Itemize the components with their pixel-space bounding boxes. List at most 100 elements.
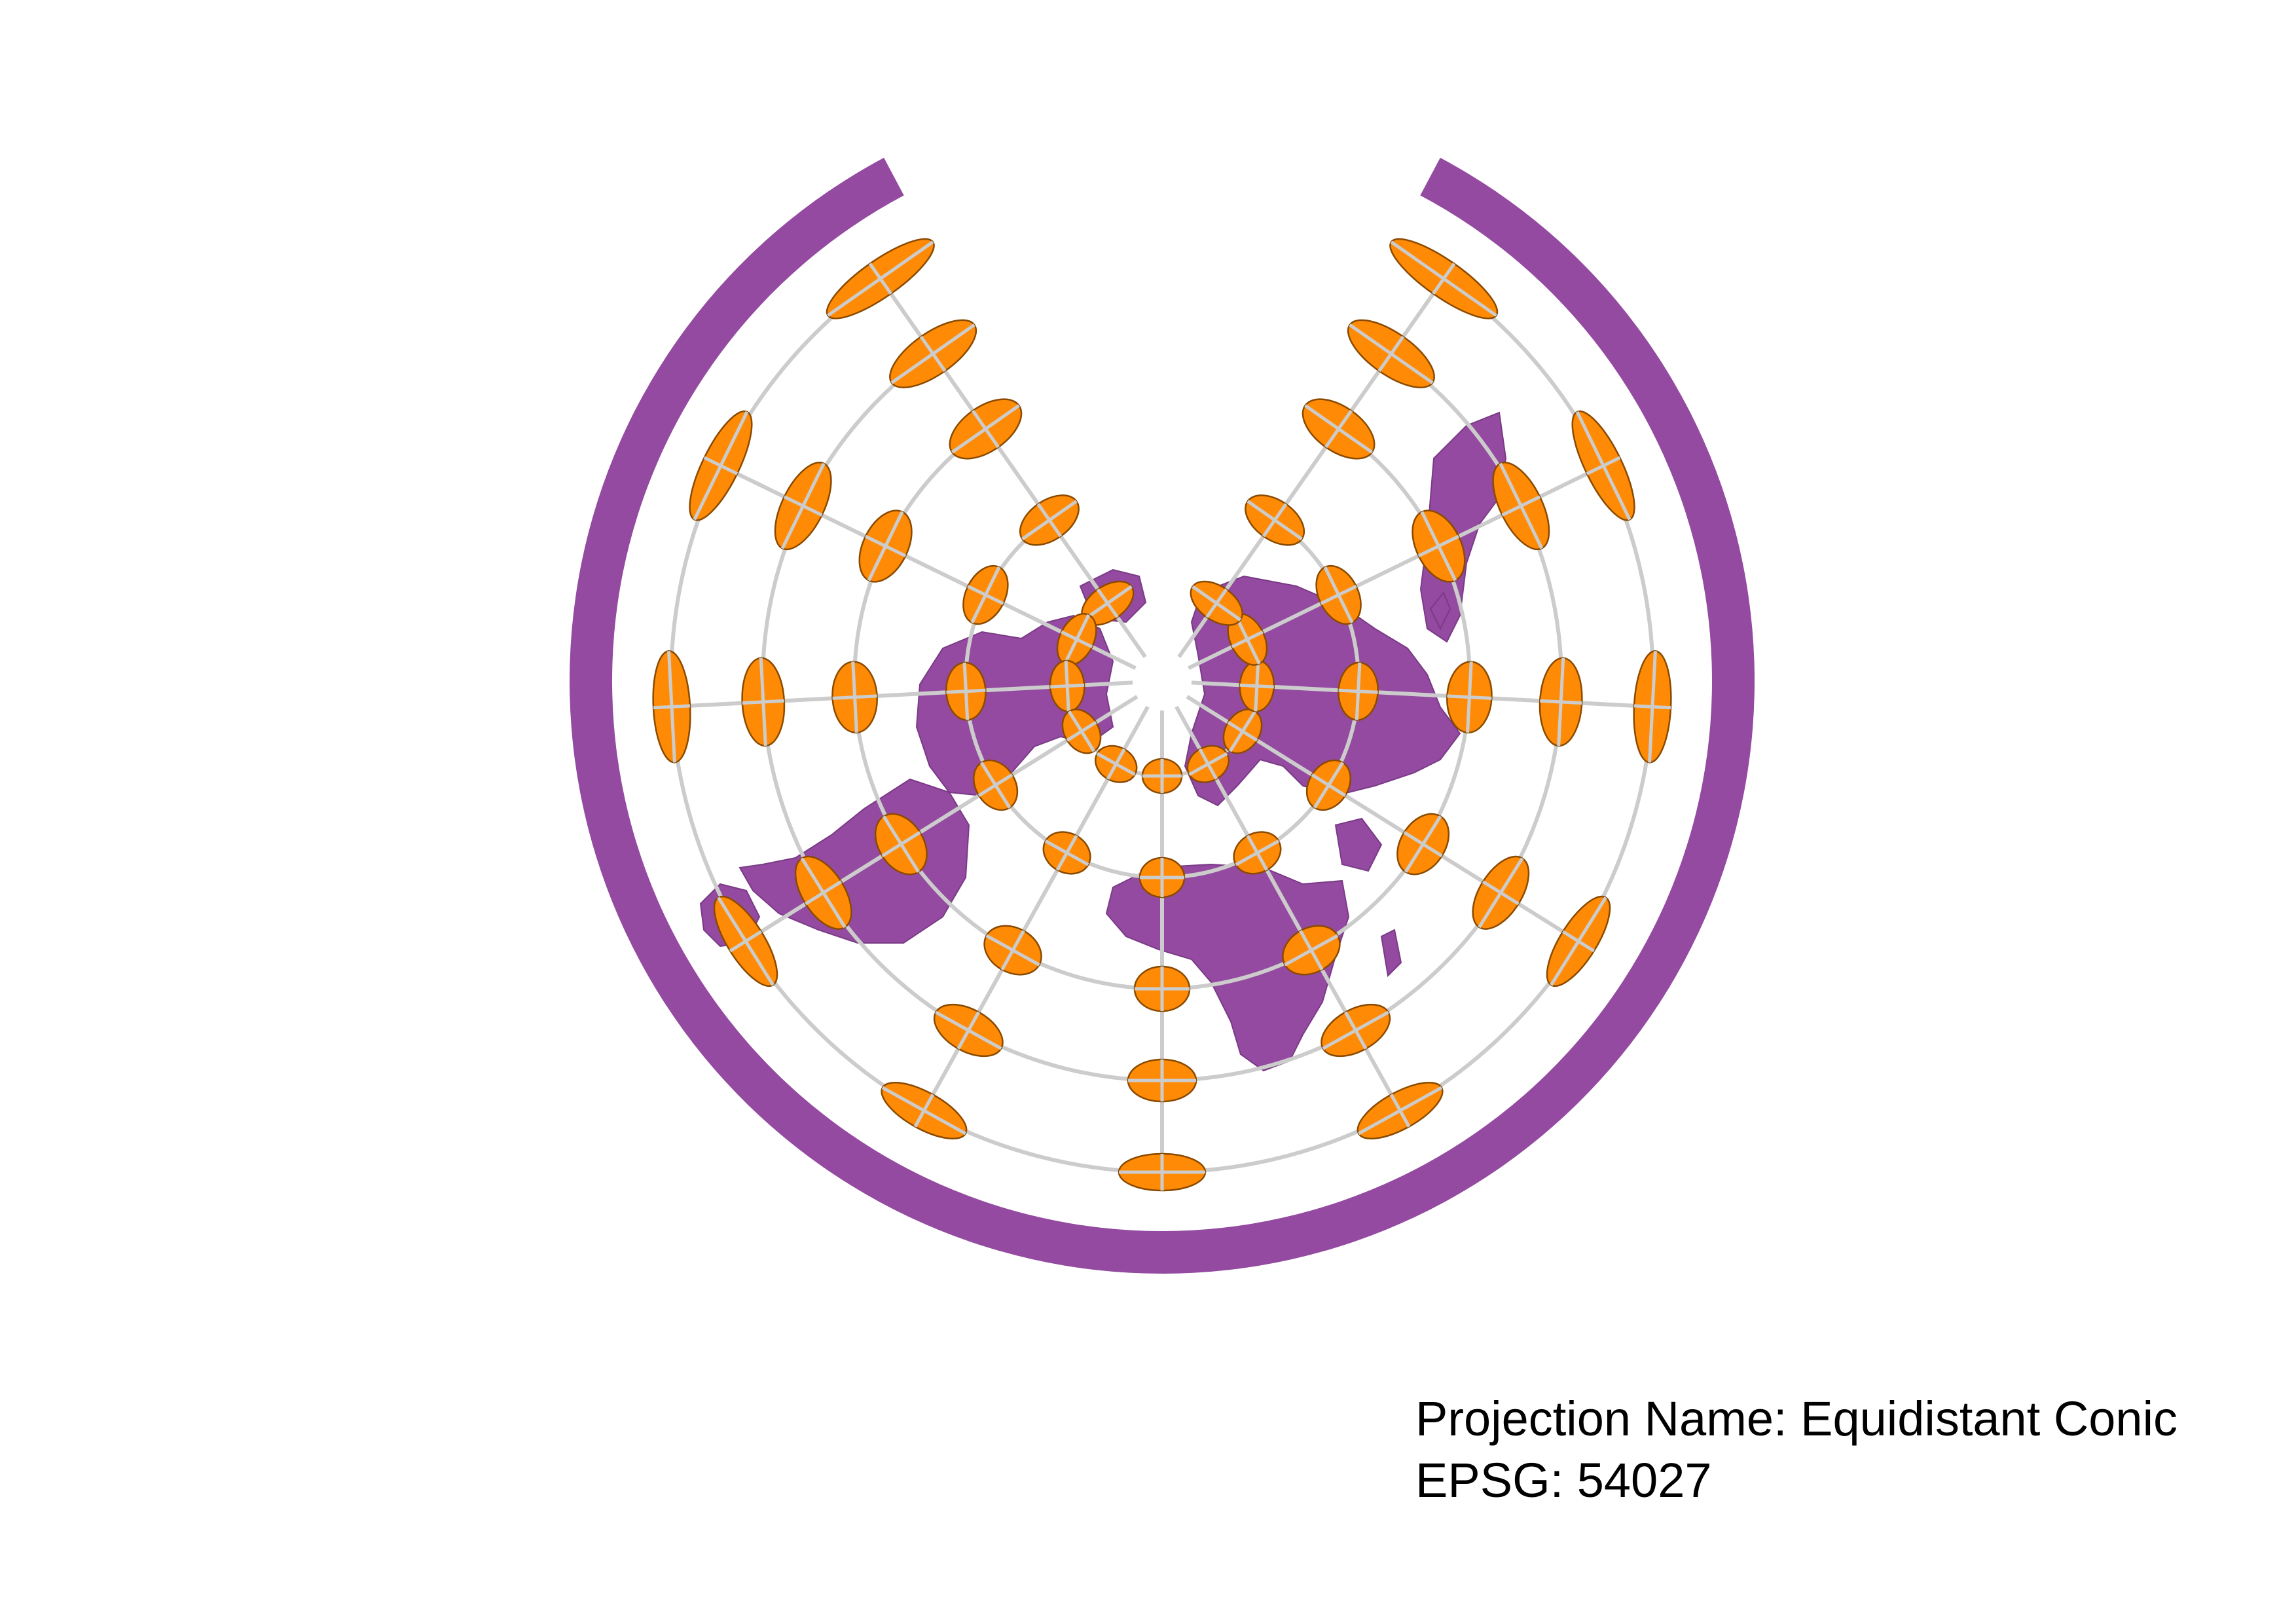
indicatrix-axis-meridian — [1324, 409, 1353, 449]
graticule-layer — [669, 277, 1655, 1174]
tissot-indicatrix — [1633, 650, 1672, 764]
indicatrix-axis-meridian — [1106, 748, 1126, 780]
tissot-indicatrix — [1321, 1003, 1391, 1058]
indicatrix-axis-meridian — [1246, 834, 1269, 871]
indicatrix-axis-meridian — [703, 456, 738, 475]
tissot-indicatrix — [1546, 895, 1611, 987]
tissot-indicatrix — [1019, 494, 1080, 546]
tissot-indicatrix — [983, 925, 1042, 976]
indicatrix-axis-meridian — [1389, 1094, 1411, 1128]
japan-shape — [1429, 591, 1451, 631]
indicatrix-axis-meridian — [1561, 930, 1595, 953]
madagascar-shape — [1380, 929, 1402, 978]
tissot-indicatrix — [794, 855, 852, 930]
projection-name-label: Projection Name: Equidistant Conic — [1415, 1392, 2178, 1446]
tissot-indicatrix — [1127, 1058, 1197, 1103]
indicatrix-axis-meridian — [1482, 880, 1520, 906]
tissot-indicatrix — [1239, 659, 1275, 712]
indicatrix-axis-meridian — [1377, 335, 1405, 372]
tissot-indicatrix — [1245, 494, 1305, 546]
tissot-indicatrix — [1233, 831, 1282, 875]
tissot-indicatrix — [1472, 855, 1530, 930]
indicatrix-axis-meridian — [1227, 720, 1258, 742]
tissot-indicatrix — [1446, 661, 1493, 733]
land-layer — [569, 157, 1755, 1274]
indicatrix-axis-meridian — [977, 773, 1013, 798]
tissot-indicatrix — [858, 509, 913, 583]
tissot-indicatrix — [1338, 661, 1379, 721]
tissot-indicatrix — [1282, 925, 1341, 976]
indicatrix-axis-meridian — [1066, 720, 1097, 742]
indicatrix-axis-meridian — [1096, 588, 1119, 618]
tissot-indicatrix — [689, 410, 753, 521]
indicatrix-axis-meridian — [913, 1094, 935, 1128]
indicatrix-axis-meridian — [1061, 630, 1093, 649]
south-america-shape — [738, 778, 970, 944]
indicatrix-axis-meridian — [1050, 683, 1085, 689]
indicatrix-axis-meridian — [1338, 688, 1378, 694]
tissot-indicatrix — [1139, 857, 1186, 898]
tissot-indicatrix — [826, 238, 935, 320]
east-asia-shape — [1419, 411, 1507, 643]
tissot-indicatrix — [949, 398, 1023, 460]
indicatrix-axis-meridian — [1055, 834, 1078, 871]
tissot-indicatrix — [1492, 462, 1550, 551]
indicatrix-axis-meridian — [864, 534, 907, 558]
tissot-indicatrix — [1190, 580, 1243, 626]
indicatrix-axis-meridian — [1239, 683, 1274, 689]
indicatrix-axis-meridian — [881, 830, 921, 858]
tissot-indicatrix — [741, 657, 786, 747]
tissot-indicatrix — [1095, 745, 1138, 783]
tissot-indicatrix — [1571, 410, 1635, 521]
indicatrix-axis-meridian — [1000, 930, 1025, 971]
indicatrix-axis-meridian — [729, 930, 763, 953]
tissot-indicatrix — [1227, 613, 1268, 666]
tissot-indicatrix — [1186, 745, 1230, 783]
tissot-indicatrix — [1539, 657, 1583, 747]
tissot-indicatrix — [713, 895, 778, 987]
indicatrix-axis-meridian — [1586, 456, 1621, 475]
tissot-indicatrix — [1396, 813, 1450, 876]
indicatrix-axis-meridian — [1633, 704, 1671, 710]
map-caption: Projection Name: Equidistant Conic EPSG:… — [1415, 1388, 2178, 1511]
tissot-indicatrix — [1061, 709, 1102, 754]
tissot-indicatrix — [889, 319, 977, 388]
arabia-shape — [1334, 817, 1383, 872]
indicatrix-axis-meridian — [805, 880, 843, 906]
indicatrix-axis-meridian — [1432, 263, 1456, 295]
indicatrix-axis-meridian — [1311, 773, 1347, 798]
tissot-indicatrix — [1305, 759, 1351, 811]
indicatrix-axis-meridian — [1231, 630, 1264, 649]
tissot-indicatrix — [1412, 509, 1466, 583]
indicatrix-axis-meridian — [742, 699, 784, 705]
epsg-label: EPSG: 54027 — [1415, 1453, 1712, 1507]
tissot-indicatrix — [874, 813, 928, 876]
indicatrix-axis-meridian — [1403, 830, 1443, 858]
tissot-indicatrix — [774, 462, 832, 551]
indicatrix-axis-meridian — [1540, 699, 1582, 705]
indicatrix-axis-meridian — [946, 688, 986, 694]
tissot-indicatrix — [652, 650, 691, 764]
tissot-indicatrix — [1347, 319, 1435, 388]
indicatrix-axis-meridian — [1343, 1011, 1368, 1050]
indicatrix-axis-meridian — [1198, 748, 1218, 780]
tissot-indicatrix-layer — [652, 238, 1672, 1192]
indicatrix-axis-meridian — [1417, 534, 1460, 558]
indicatrix-axis-meridian — [1205, 588, 1228, 618]
indicatrix-axis-meridian — [1036, 503, 1063, 538]
tissot-indicatrix — [945, 661, 987, 721]
tissot-indicatrix — [1315, 564, 1362, 625]
tissot-indicatrix — [1141, 758, 1183, 794]
indicatrix-axis-meridian — [868, 263, 892, 295]
tissot-indicatrix — [933, 1003, 1004, 1058]
indicatrix-axis-meridian — [783, 495, 823, 517]
indicatrix-axis-meridian — [1299, 930, 1324, 971]
indicatrix-axis-meridian — [1501, 495, 1541, 517]
tissot-indicatrix — [1081, 580, 1135, 626]
indicatrix-axis-meridian — [967, 585, 1004, 605]
tissot-indicatrix — [962, 564, 1009, 625]
indicatrix-axis-meridian — [1262, 503, 1288, 538]
indicatrix-axis-meridian — [957, 1011, 981, 1050]
indicatrix-axis-meridian — [1320, 585, 1357, 605]
